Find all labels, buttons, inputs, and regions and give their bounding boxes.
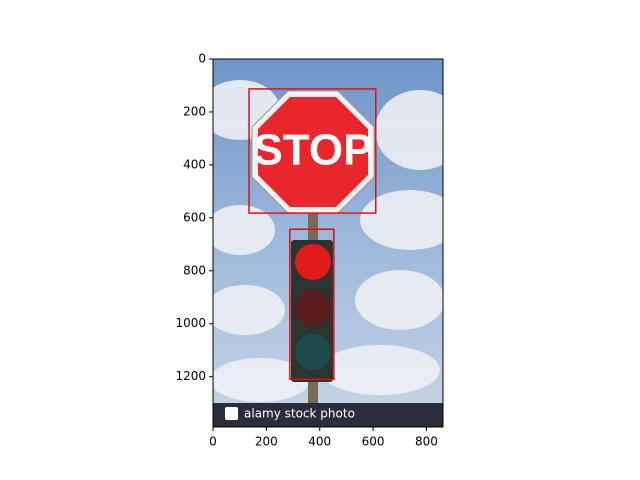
bounding-box: [289, 228, 335, 381]
y-tick-label: 1000: [175, 316, 206, 330]
y-tick-label: 800: [183, 263, 206, 277]
x-tick-label: 0: [209, 435, 217, 449]
x-tick-label: 200: [255, 435, 278, 449]
x-tick-label: 800: [415, 435, 438, 449]
watermark: alamy stock photo: [244, 407, 355, 421]
y-tick-label: 1200: [175, 369, 206, 383]
photo: STOP alamy stock photo: [213, 59, 443, 427]
axes: 0 200 400 600 800 0 200 400 600 800 1000 1200: [175, 52, 444, 449]
y-tick-label: 200: [183, 104, 206, 118]
x-tick-label: 600: [362, 435, 385, 449]
sign-text: STOP: [253, 126, 372, 175]
y-tick-label: 400: [183, 157, 206, 171]
x-tick-label: 400: [308, 435, 331, 449]
bounding-box: [248, 88, 377, 214]
y-tick-label: 0: [198, 52, 206, 66]
y-tick-label: 600: [183, 210, 206, 224]
axes-frame: [212, 58, 444, 428]
